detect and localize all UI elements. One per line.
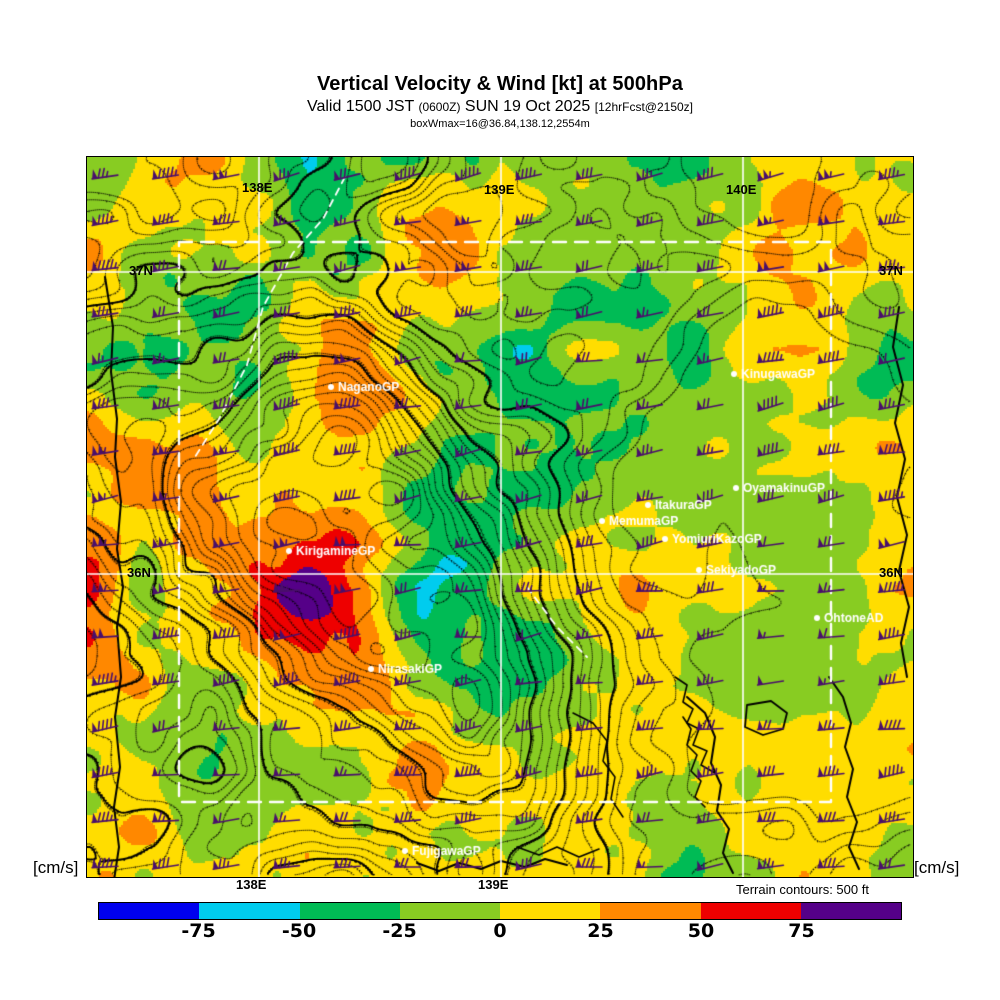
units-label-left: [cm/s]	[33, 858, 79, 877]
colorbar	[98, 902, 902, 920]
valid-utc: (0600Z)	[418, 100, 461, 114]
colorbar-tick-50: 50	[687, 920, 715, 942]
colorbar-bin-4	[500, 903, 601, 919]
grid-label-37N-4: 37N	[879, 263, 903, 278]
boxwmax-line: boxWmax=16@36.84,138.12,2554m	[410, 118, 590, 130]
grid-label-36N-5: 36N	[127, 565, 151, 580]
title-block: Vertical Velocity & Wind [kt] at 500hPa …	[0, 72, 1000, 131]
grid-label-36N-6: 36N	[879, 565, 903, 580]
colorbar-tick-0: 0	[493, 920, 507, 942]
terrain-contour-note: Terrain contours: 500 ft	[736, 882, 869, 897]
valid-date: SUN 19 Oct 2025	[460, 98, 595, 115]
colorbar-swatches	[98, 902, 902, 920]
units-label-right: [cm/s]	[914, 858, 960, 877]
page-title: Vertical Velocity & Wind [kt] at 500hPa	[316, 73, 684, 95]
colorbar-tick-labels: -75 -50 -25 0 25 50 75	[98, 920, 902, 946]
colorbar-bin-0	[99, 903, 200, 919]
valid-prefix: Valid 1500 JST	[306, 98, 419, 115]
colorbar-tick-75: 75	[788, 920, 815, 942]
colorbar-bin-1	[199, 903, 300, 919]
colorbar-bin-2	[299, 903, 400, 919]
forecast-tag: [12hrFcst@2150z]	[594, 100, 694, 114]
colorbar-bin-7	[800, 903, 901, 919]
colorbar-tick--25: -25	[382, 920, 417, 942]
colorbar-bin-5	[600, 903, 701, 919]
weather-map[interactable]	[86, 156, 914, 878]
colorbar-bin-3	[399, 903, 500, 919]
map-raster	[87, 157, 913, 877]
grid-label-138E-7: 138E	[236, 877, 267, 892]
colorbar-tick-25: 25	[587, 920, 614, 942]
grid-label-139E-8: 139E	[478, 877, 509, 892]
colorbar-tick--50: -50	[281, 920, 317, 942]
grid-label-140E-2: 140E	[726, 182, 757, 197]
grid-label-139E-1: 139E	[484, 182, 515, 197]
colorbar-bin-6	[700, 903, 801, 919]
grid-label-138E-0: 138E	[242, 180, 273, 195]
valid-time-line: Valid 1500 JST (0600Z) SUN 19 Oct 2025 […	[0, 97, 1000, 117]
colorbar-tick--75: -75	[181, 920, 216, 942]
grid-label-37N-3: 37N	[129, 263, 153, 278]
